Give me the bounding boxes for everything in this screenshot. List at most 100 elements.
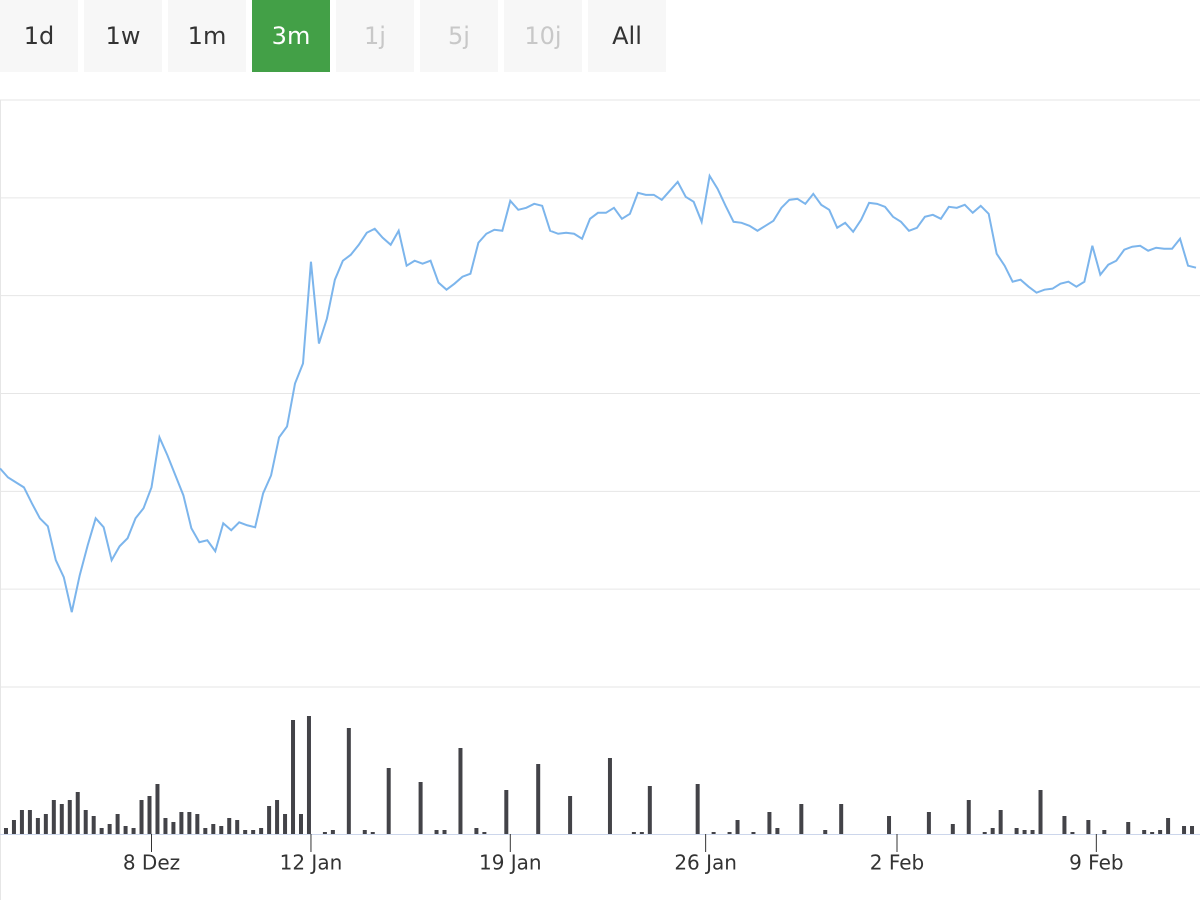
volume-bar: [171, 822, 176, 834]
volume-bar: [647, 786, 652, 834]
volume-bar: [251, 830, 256, 834]
volume-bar: [751, 832, 756, 834]
volume-bar: [607, 758, 612, 834]
volume-bar: [1086, 820, 1091, 834]
volume-bar: [926, 812, 931, 834]
volume-bar: [823, 830, 828, 834]
volume-bar: [982, 832, 987, 834]
volume-bar: [243, 830, 248, 834]
volume-bar: [283, 814, 288, 834]
volume-bar: [235, 820, 240, 834]
volume-bar: [163, 818, 168, 834]
volume-bar: [711, 832, 716, 834]
volume-bar: [474, 828, 479, 834]
volume-bar: [775, 828, 780, 834]
range-button[interactable]: 1w: [84, 0, 162, 72]
volume-bar: [91, 816, 96, 834]
volume-bar: [990, 828, 995, 834]
volume-bar: [418, 782, 423, 834]
volume-bar: [727, 832, 732, 834]
x-tick-label: 9 Feb: [1069, 851, 1124, 875]
range-button[interactable]: 1m: [168, 0, 246, 72]
volume-bar: [187, 812, 192, 834]
volume-bar: [998, 810, 1003, 834]
volume-bar: [330, 830, 335, 834]
volume-bar: [291, 720, 296, 834]
volume-bar: [306, 716, 311, 834]
volume-bar: [1158, 830, 1163, 834]
volume-bar: [219, 826, 224, 834]
volume-bar: [155, 784, 160, 834]
volume-bar: [631, 832, 636, 834]
volume-bar: [123, 826, 128, 834]
volume-bar: [211, 824, 216, 834]
volume-bar: [27, 810, 32, 834]
volume-bar: [11, 820, 16, 834]
volume-bar: [267, 806, 272, 834]
volume-bar: [1190, 826, 1195, 834]
volume-bar: [1038, 790, 1043, 834]
volume-bar: [203, 828, 208, 834]
volume-bar: [139, 800, 144, 834]
range-button[interactable]: 3m: [252, 0, 330, 72]
range-button[interactable]: All: [588, 0, 666, 72]
volume-bar: [504, 790, 509, 834]
volume-bar: [458, 748, 463, 834]
volume-bar: [59, 804, 64, 834]
volume-bar: [107, 824, 112, 834]
volume-bar: [259, 828, 264, 834]
x-tick-label: 26 Jan: [674, 851, 737, 875]
volume-bar: [1014, 828, 1019, 834]
volume-bar: [75, 792, 80, 834]
volume-bar: [1142, 830, 1147, 834]
volume-bar: [1166, 818, 1171, 834]
volume-bar: [799, 804, 804, 834]
volume-bar: [1102, 830, 1107, 834]
volume-bar: [568, 796, 573, 834]
volume-bar: [639, 832, 644, 834]
volume-bar: [67, 800, 72, 834]
volume-bar: [322, 832, 327, 834]
range-button: 10j: [504, 0, 582, 72]
volume-bar: [1150, 832, 1155, 834]
volume-bar: [275, 800, 280, 834]
volume-bar: [35, 818, 40, 834]
volume-bar: [695, 784, 700, 834]
volume-bar: [131, 828, 136, 834]
volume-bar: [434, 830, 439, 834]
x-tick-label: 8 Dez: [123, 851, 180, 875]
volume-bar: [536, 764, 541, 834]
volume-bar: [83, 810, 88, 834]
volume-bar: [99, 828, 104, 834]
volume-bar: [1182, 826, 1187, 834]
volume-bar: [3, 828, 8, 834]
x-tick-label: 2 Feb: [870, 851, 925, 875]
range-button: 5j: [420, 0, 498, 72]
price-line: [0, 173, 1197, 613]
x-tick-label: 12 Jan: [280, 851, 343, 875]
volume-bar: [195, 814, 200, 834]
volume-bar: [1126, 822, 1131, 834]
volume-bar: [227, 818, 232, 834]
volume-bar: [839, 804, 844, 834]
x-tick-label: 19 Jan: [479, 851, 542, 875]
volume-bar: [767, 812, 772, 834]
volume-bar: [1030, 830, 1035, 834]
volume-bar: [362, 830, 367, 834]
volume-bar: [386, 768, 391, 834]
volume-bar: [179, 812, 184, 834]
volume-bar: [735, 820, 740, 834]
volume-bar: [147, 796, 152, 834]
volume-bar: [298, 814, 303, 834]
volume-bar: [482, 832, 487, 834]
volume-bar: [51, 800, 56, 834]
volume-bar: [1070, 832, 1075, 834]
range-button[interactable]: 1d: [0, 0, 78, 72]
volume-bar: [950, 824, 955, 834]
volume-bar: [966, 800, 971, 834]
volume-bar: [1022, 830, 1027, 834]
volume-bar: [19, 810, 24, 834]
volume-bar: [442, 830, 447, 834]
